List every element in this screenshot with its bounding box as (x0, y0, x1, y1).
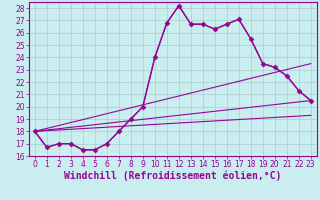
X-axis label: Windchill (Refroidissement éolien,°C): Windchill (Refroidissement éolien,°C) (64, 171, 282, 181)
